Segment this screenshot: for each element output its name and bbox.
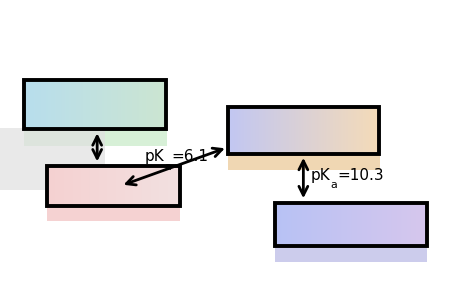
Bar: [24, 80, 166, 129]
Text: pK: pK: [310, 168, 330, 183]
Bar: [275, 203, 427, 246]
Bar: [228, 107, 379, 154]
Text: a: a: [330, 180, 337, 190]
Text: a: a: [164, 162, 171, 172]
Bar: [47, 166, 180, 206]
Text: =10.3: =10.3: [337, 168, 383, 183]
Text: =6.1: =6.1: [171, 149, 208, 164]
Text: pK: pK: [145, 149, 164, 164]
